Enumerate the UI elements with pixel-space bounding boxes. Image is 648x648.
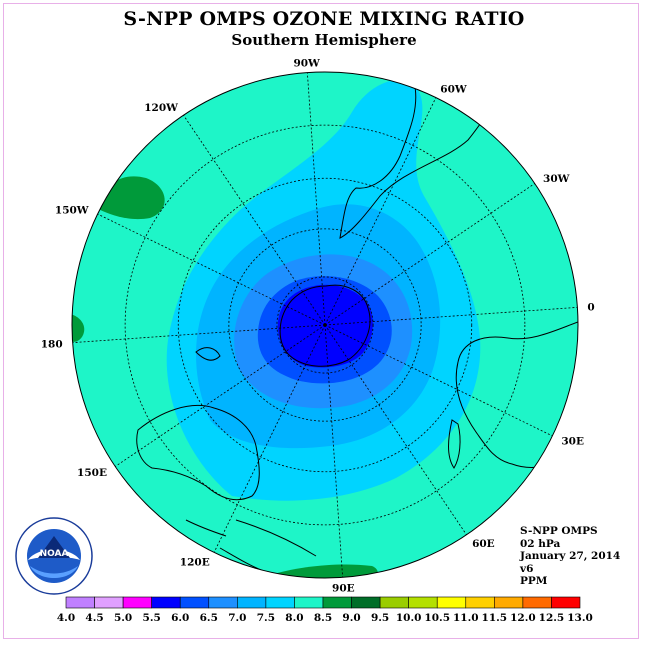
longitude-label: 150E [77, 467, 107, 479]
legend-tick-label: 11.5 [482, 612, 508, 624]
longitude-label: 120E [180, 556, 210, 568]
longitude-label: 90E [332, 582, 355, 594]
coastline-madagascar [448, 419, 461, 469]
noaa-logo: NOAA [15, 517, 93, 595]
legend-swatch [122, 596, 152, 609]
legend-swatch [379, 596, 409, 609]
legend-tick-label: 5.5 [143, 612, 161, 624]
legend-swatch [551, 596, 581, 609]
info-instrument: S-NPP OMPS [520, 525, 598, 537]
longitude-labels: 90W 60W 30W 0 30E 60E 90E 120E 150E 180 150W 120W [41, 58, 595, 595]
legend-swatch [179, 596, 210, 609]
info-version: v6 [520, 562, 534, 575]
legend-tick-label: 13.0 [567, 612, 593, 624]
product-info: S-NPP OMPS 02 hPa January 27, 2014 v6 PP… [520, 525, 620, 588]
coastline-antarctica [279, 284, 371, 367]
latitude-circle [228, 228, 422, 422]
legend-tick-label: 12.0 [510, 612, 536, 624]
legend-swatches [65, 596, 581, 609]
legend-tick-label: 8.5 [314, 612, 332, 624]
legend-tick-label: 4.5 [85, 612, 103, 624]
graticule [72, 72, 578, 578]
legend-tick-label: 9.0 [342, 612, 360, 624]
legend-tick-label: 7.5 [257, 612, 275, 624]
legend-swatch [436, 596, 467, 609]
legend-swatch [265, 596, 295, 609]
ozone-field [72, 72, 578, 578]
legend-tick-label: 10.5 [424, 612, 450, 624]
info-date: January 27, 2014 [520, 550, 621, 562]
map-subtitle: Southern Hemisphere [231, 31, 417, 49]
legend-tick-label: 5.0 [114, 612, 132, 624]
coastline-australia [136, 404, 260, 501]
legend-swatch [465, 596, 495, 609]
legend-tick-label: 9.5 [371, 612, 389, 624]
latitude-circle [124, 124, 526, 526]
longitude-label: 30E [561, 435, 584, 447]
legend-tick-label: 11.0 [453, 612, 479, 624]
latitude-circle [276, 276, 374, 374]
legend-swatch [322, 596, 352, 609]
legend-swatch [408, 596, 438, 609]
contour-8-5-patch-south [270, 564, 378, 578]
figure-frame [3, 3, 639, 639]
legend-tick-label: 8.0 [285, 612, 303, 624]
longitude-label: 120W [144, 102, 178, 114]
map-title: S-NPP OMPS OZONE MIXING RATIO [123, 8, 525, 30]
legend-tick-label: 6.5 [200, 612, 218, 624]
longitude-label: 30W [543, 173, 570, 185]
coastline-south-america [339, 81, 509, 239]
legend-swatch [522, 596, 552, 609]
legend-swatch [65, 596, 95, 609]
legend-tick-label: 12.5 [539, 612, 565, 624]
longitude-label: 60E [472, 538, 495, 550]
coastline-new-zealand [195, 347, 221, 361]
map-border [71, 71, 579, 579]
legend-swatch [494, 596, 524, 609]
info-level: 02 hPa [520, 537, 561, 550]
legend-swatch [151, 596, 181, 609]
legend-swatch [208, 596, 238, 609]
legend-swatch [94, 596, 124, 609]
longitude-label: 90W [293, 58, 320, 70]
coastlines [136, 81, 578, 573]
legend-tick-label: 7.0 [228, 612, 246, 624]
longitude-label: 150W [55, 205, 89, 217]
legend-tick-label: 6.0 [171, 612, 189, 624]
legend-swatch [237, 596, 267, 609]
legend-swatch [294, 596, 324, 609]
legend-tick-label: 10.0 [396, 612, 422, 624]
longitude-label: 60W [440, 84, 467, 96]
longitude-label: 0 [587, 302, 594, 314]
latitude-circle [177, 177, 473, 473]
legend-labels: 4.0 4.5 5.0 5.5 6.0 6.5 7.0 7.5 8.0 8.5 9.0 9.5 10.0… [57, 612, 593, 624]
legend-swatch [351, 596, 381, 609]
info-units: PPM [520, 575, 548, 587]
longitude-label: 180 [41, 338, 63, 350]
legend-tick-label: 4.0 [57, 612, 75, 624]
coastline-africa [455, 321, 578, 468]
noaa-wordmark: NOAA [40, 549, 69, 559]
